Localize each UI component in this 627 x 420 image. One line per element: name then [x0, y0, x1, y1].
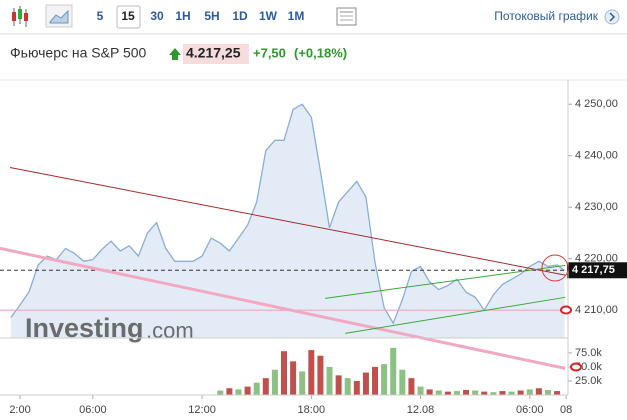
- trend-line: [0, 246, 566, 370]
- last-price-tag: [567, 262, 627, 279]
- y-tick-label: 4 240,00: [575, 150, 618, 162]
- trend-line: [345, 296, 566, 334]
- interval-buttons: 5 15 30 1H 5H 1D 1W 1M: [97, 9, 305, 23]
- volume-bar: [517, 390, 524, 395]
- x-tick-label: 06:00: [516, 404, 544, 416]
- volume-tick-label: 50.0k: [575, 361, 602, 373]
- volume-bar: [299, 371, 306, 395]
- volume-bar: [463, 389, 470, 395]
- volume-bar: [217, 390, 224, 395]
- eye-icon[interactable]: [570, 362, 582, 372]
- volume-bar: [253, 382, 260, 395]
- volume-bar: [435, 390, 442, 395]
- y-tick-label: 4 250,00: [575, 98, 618, 110]
- last-price-label: 4 217,75: [572, 264, 615, 276]
- volume-bar: [262, 378, 269, 395]
- volume-bar: [544, 389, 551, 395]
- price-line: [10, 103, 565, 325]
- volume-bar: [326, 366, 333, 395]
- plot-area: 4 210,00 4 220,00 4 230,00 4 240,00 4 250,00…: [0, 97, 627, 416]
- volume-bar: [281, 351, 287, 395]
- interval-button[interactable]: 5: [97, 9, 104, 23]
- x-tick-label: 18:00: [298, 404, 326, 416]
- volume-bar: [372, 366, 379, 395]
- y-tick-label: 4 220,00: [575, 253, 618, 265]
- volume-bar: [244, 386, 251, 395]
- interval-button[interactable]: 15: [121, 9, 135, 23]
- volume-bar: [335, 375, 342, 395]
- volume-bar: [226, 388, 233, 395]
- y-tick-label-bg: [573, 148, 627, 163]
- x-tick-label: 12.08: [407, 404, 435, 416]
- trend-line: [325, 264, 566, 299]
- y-tick-label: 4 230,00: [575, 201, 618, 213]
- trend-line: [9, 167, 566, 276]
- volume-bar: [381, 364, 388, 395]
- volume-bar: [453, 391, 460, 395]
- y-tick-label-bg: [573, 200, 627, 215]
- toolbar: 5 15 30 1H 5H 1D 1W 1M Потоковый график: [0, 4, 627, 35]
- x-tick-label: 06:00: [79, 404, 107, 416]
- eye-icon[interactable]: [560, 305, 572, 315]
- volume-tick-label: 75.0k: [575, 347, 602, 359]
- selected-interval-box: [116, 5, 141, 29]
- volume-bar: [290, 361, 297, 395]
- instrument-name: Фьючерс на S&P 500: [10, 45, 147, 61]
- volume-bar: [308, 350, 315, 395]
- last-price: 4.217,25: [186, 45, 241, 61]
- volume-bar: [353, 380, 360, 395]
- price-change-percent: (+0,18%): [294, 45, 347, 60]
- volume-bar: [235, 389, 242, 395]
- volume-bar: [399, 369, 406, 395]
- volume-bar: [417, 386, 424, 395]
- interval-button[interactable]: 1H: [175, 9, 190, 23]
- volume-bar: [408, 378, 415, 395]
- volume-bar: [444, 391, 451, 395]
- interval-button[interactable]: 1M: [288, 9, 305, 23]
- volume-bar: [271, 369, 278, 395]
- price-change: +7,50: [253, 45, 286, 60]
- area-chart-icon[interactable]: [45, 4, 73, 28]
- volume-bar: [490, 392, 497, 395]
- y-tick-label-bg: [573, 303, 627, 318]
- watermark-brand: Investing: [25, 313, 144, 343]
- y-tick-label: 4 210,00: [575, 304, 618, 316]
- volume-bar: [526, 389, 533, 395]
- volume-bar: [362, 372, 369, 395]
- alert-circle[interactable]: [541, 254, 569, 282]
- price-highlight: [183, 44, 249, 64]
- stream-chart-link[interactable]: Потоковый график: [494, 9, 598, 23]
- volume-bar: [344, 378, 351, 395]
- x-tick-label: 2:00: [9, 404, 30, 416]
- volume-bar: [535, 388, 542, 395]
- y-tick-label-bg: [573, 97, 627, 112]
- x-tick-label: 12:00: [188, 404, 216, 416]
- x-tick-label: 08: [560, 404, 572, 416]
- interval-button[interactable]: 5H: [204, 9, 219, 23]
- chevron-icon[interactable]: [604, 9, 620, 25]
- up-arrow-icon: [169, 48, 181, 60]
- grid-icon[interactable]: [336, 7, 357, 26]
- interval-button[interactable]: 1D: [232, 9, 248, 23]
- volume-bar: [554, 391, 561, 395]
- volume-bar: [508, 391, 515, 395]
- interval-button[interactable]: 1W: [259, 9, 278, 23]
- volume-bar: [426, 389, 433, 395]
- volume-bar: [317, 355, 324, 395]
- volume-tick-label: 25.0k: [575, 375, 602, 387]
- volume-bar: [499, 391, 506, 395]
- volume-bar: [472, 390, 479, 395]
- y-tick-label-bg: [573, 251, 627, 266]
- volume-bar: [481, 391, 488, 395]
- watermark-suffix: .com: [146, 318, 194, 343]
- candlestick-icon[interactable]: [12, 6, 28, 27]
- interval-button[interactable]: 30: [150, 9, 164, 23]
- volume-bar: [390, 347, 397, 395]
